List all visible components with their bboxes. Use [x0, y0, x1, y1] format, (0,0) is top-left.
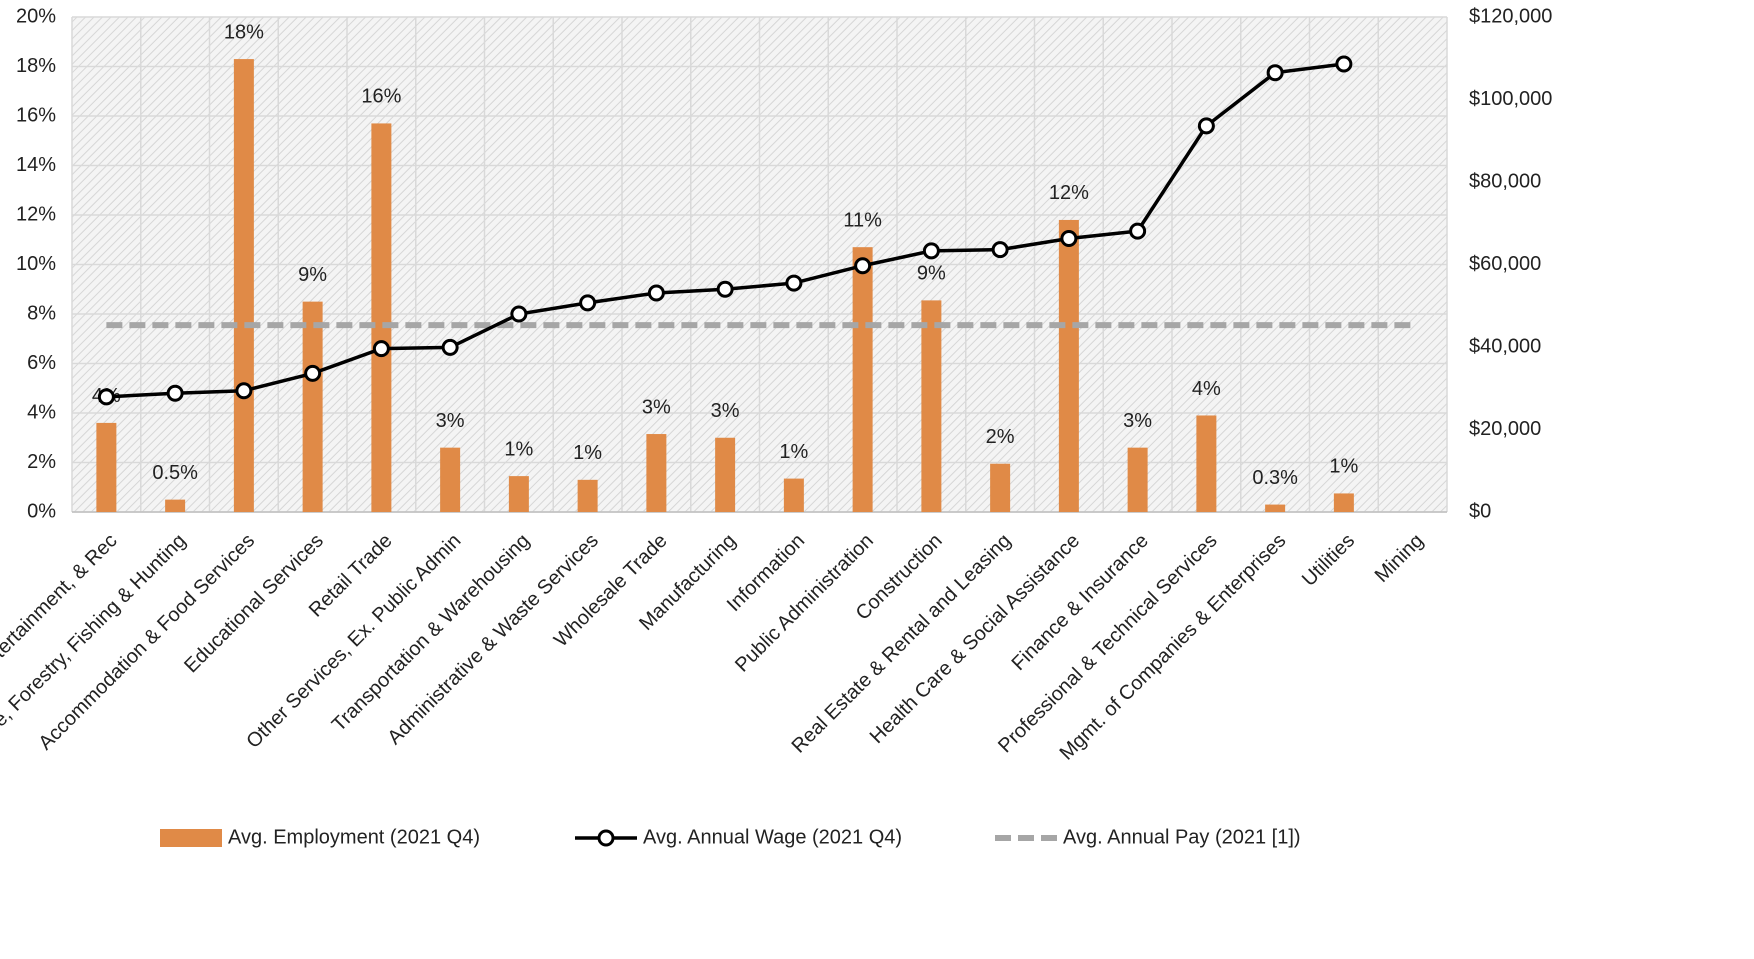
y2-tick-label: $20,000: [1469, 418, 1541, 440]
x-tick-label: Public Administration: [731, 530, 878, 677]
line-marker: [991, 241, 1009, 259]
line-marker: [235, 382, 253, 400]
y-tick-label: 10%: [16, 253, 56, 275]
bar: [96, 422, 117, 512]
bar: [646, 434, 667, 512]
y2-tick-label: $120,000: [1469, 5, 1552, 27]
y-tick-label: 8%: [27, 302, 56, 324]
bar: [233, 59, 254, 512]
line-marker: [304, 364, 322, 382]
y-tick-label: 20%: [16, 5, 56, 27]
line-marker: [1060, 230, 1078, 248]
bar: [715, 437, 736, 512]
legend-label: Avg. Annual Wage (2021 Q4): [643, 826, 902, 848]
line-marker: [716, 280, 734, 298]
data-label: 1%: [1329, 456, 1358, 478]
y-tick-label: 6%: [27, 352, 56, 374]
bar: [440, 447, 461, 512]
bar: [1196, 415, 1217, 512]
data-label: 3%: [1123, 410, 1152, 432]
line-marker: [441, 338, 459, 356]
y2-tick-label: $60,000: [1469, 253, 1541, 275]
x-tick-label: Finance & Insurance: [1008, 530, 1153, 675]
line-marker: [372, 340, 390, 358]
data-label: 3%: [711, 400, 740, 422]
y2-tick-label: $0: [1469, 500, 1491, 522]
data-label: 16%: [361, 86, 401, 108]
line-marker: [1266, 64, 1284, 82]
data-label: 9%: [298, 264, 327, 286]
data-label: 4%: [1192, 378, 1221, 400]
bar: [852, 247, 873, 513]
bar: [783, 478, 804, 512]
y2-tick-label: $80,000: [1469, 170, 1541, 192]
data-label: 9%: [917, 263, 946, 285]
bar: [1058, 219, 1079, 512]
data-label: 18%: [224, 21, 264, 43]
line-marker: [647, 284, 665, 302]
legend-swatch: [160, 829, 222, 847]
data-label: 3%: [436, 410, 465, 432]
line-marker: [1129, 222, 1147, 240]
data-label: 2%: [986, 426, 1015, 448]
line-marker: [510, 305, 528, 323]
data-label: 1%: [779, 441, 808, 463]
bar: [371, 123, 392, 513]
line-marker: [1335, 55, 1353, 73]
x-tick-label: Educational Services: [180, 530, 328, 678]
y-tick-label: 18%: [16, 55, 56, 77]
y-tick-label: 4%: [27, 401, 56, 423]
data-label: 1%: [573, 442, 602, 464]
line-marker: [922, 242, 940, 260]
line-marker: [579, 294, 597, 312]
line-marker: [854, 257, 872, 275]
bar: [1265, 504, 1286, 512]
line-marker: [166, 384, 184, 402]
line-marker: [97, 388, 115, 406]
bar: [165, 499, 186, 512]
data-label: 3%: [642, 396, 671, 418]
bar: [990, 463, 1011, 512]
data-label: 0.5%: [152, 462, 198, 484]
y-tick-label: 16%: [16, 104, 56, 126]
bar: [921, 300, 942, 512]
y2-tick-label: $40,000: [1469, 335, 1541, 357]
bar: [1333, 493, 1354, 512]
y2-tick-label: $100,000: [1469, 88, 1552, 110]
bar: [508, 476, 529, 512]
bar: [1127, 447, 1148, 512]
legend-label: Avg. Annual Pay (2021 [1]): [1063, 826, 1301, 848]
data-label: 0.3%: [1252, 467, 1298, 489]
legend-label: Avg. Employment (2021 Q4): [228, 826, 480, 848]
line-marker: [1197, 117, 1215, 135]
line-marker: [785, 274, 803, 292]
bar: [302, 301, 323, 512]
y-tick-label: 14%: [16, 154, 56, 176]
y-tick-label: 2%: [27, 451, 56, 473]
legend-marker: [597, 829, 615, 847]
y-tick-label: 0%: [27, 500, 56, 522]
data-label: 12%: [1049, 182, 1089, 204]
x-tick-label: Utilities: [1298, 530, 1359, 591]
data-label: 11%: [843, 209, 882, 231]
data-label: 1%: [504, 438, 533, 460]
x-tick-label: Mining: [1371, 530, 1428, 587]
bar: [577, 479, 598, 512]
y-tick-label: 12%: [16, 203, 56, 225]
